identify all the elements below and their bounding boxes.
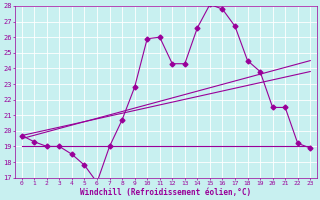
X-axis label: Windchill (Refroidissement éolien,°C): Windchill (Refroidissement éolien,°C) bbox=[80, 188, 252, 197]
